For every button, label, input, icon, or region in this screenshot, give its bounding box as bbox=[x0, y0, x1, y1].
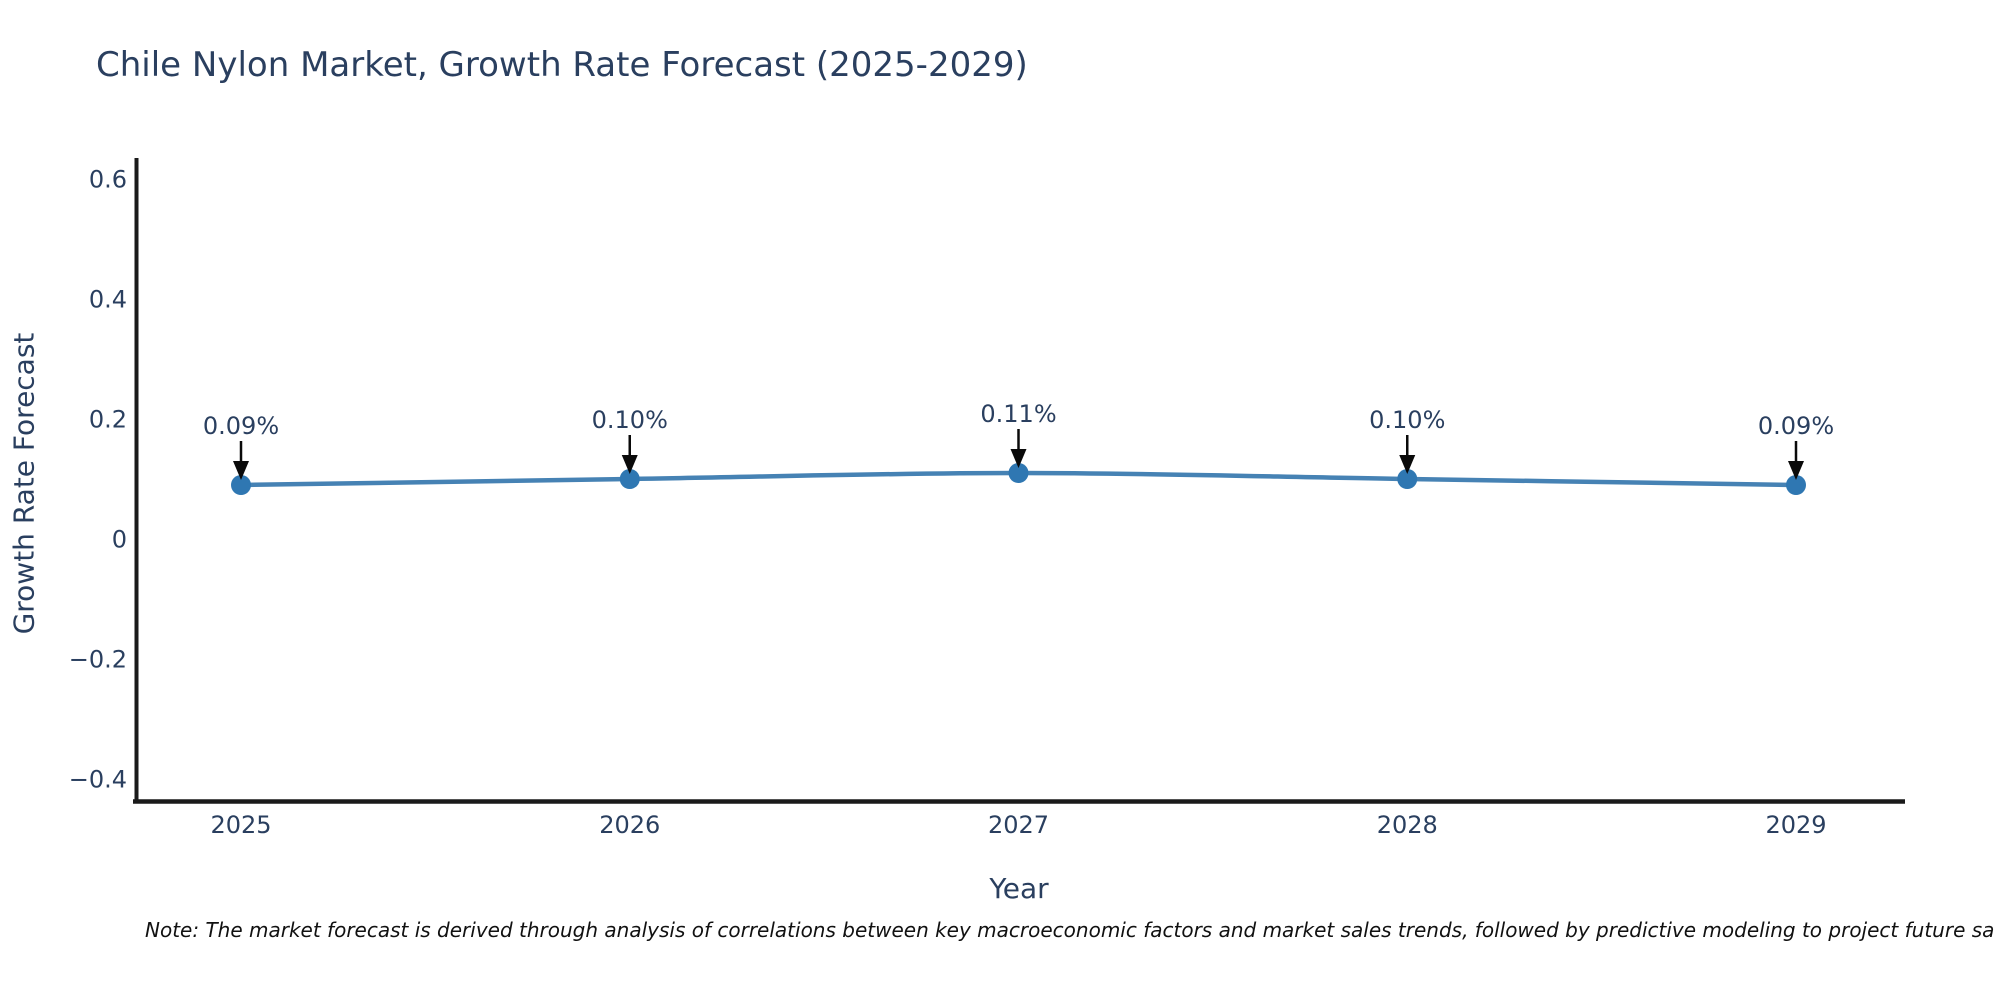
annotation-arrowhead-icon bbox=[1399, 455, 1416, 474]
data-point-marker bbox=[619, 469, 640, 489]
y-tick-label: −0.2 bbox=[69, 646, 127, 674]
x-tick-label: 2027 bbox=[988, 811, 1049, 839]
data-point-marker bbox=[1008, 463, 1029, 483]
y-tick-label: −0.4 bbox=[69, 766, 127, 794]
point-value-label: 0.09% bbox=[1758, 412, 1834, 440]
y-tick-label: 0.2 bbox=[89, 406, 127, 434]
x-tick-label: 2025 bbox=[210, 811, 271, 839]
point-value-label: 0.11% bbox=[980, 400, 1056, 428]
point-annotations: 0.09% 0.10% 0.11% 0.10% 0.09% bbox=[203, 400, 1834, 480]
y-tick-label: 0 bbox=[112, 526, 127, 554]
forecast-line-series bbox=[231, 463, 1806, 495]
annotation-arrowhead-icon bbox=[1010, 449, 1027, 468]
x-tick-label: 2026 bbox=[599, 811, 660, 839]
point-value-label: 0.09% bbox=[203, 412, 279, 440]
data-point-marker bbox=[1397, 469, 1418, 489]
annotation-arrowhead-icon bbox=[1788, 461, 1804, 480]
data-point-marker bbox=[231, 475, 251, 495]
point-value-label: 0.10% bbox=[1369, 406, 1445, 434]
data-point-marker bbox=[1786, 475, 1806, 495]
chart-title: Chile Nylon Market, Growth Rate Forecast… bbox=[96, 45, 1028, 85]
x-axis-title: Year bbox=[989, 872, 1049, 905]
x-tick-labels: 2025 2026 2027 2028 2029 bbox=[210, 811, 1826, 839]
annotation-arrowhead-icon bbox=[233, 461, 249, 480]
y-tick-labels: 0.6 0.4 0.2 0 −0.2 −0.4 bbox=[69, 166, 127, 794]
footnote: Note: The market forecast is derived thr… bbox=[145, 918, 1995, 942]
annotation-arrowhead-icon bbox=[621, 455, 638, 474]
y-tick-label: 0.4 bbox=[89, 286, 127, 314]
x-tick-label: 2029 bbox=[1765, 811, 1826, 839]
y-tick-label: 0.6 bbox=[89, 166, 127, 194]
x-tick-label: 2028 bbox=[1377, 811, 1438, 839]
point-value-label: 0.10% bbox=[592, 406, 668, 434]
